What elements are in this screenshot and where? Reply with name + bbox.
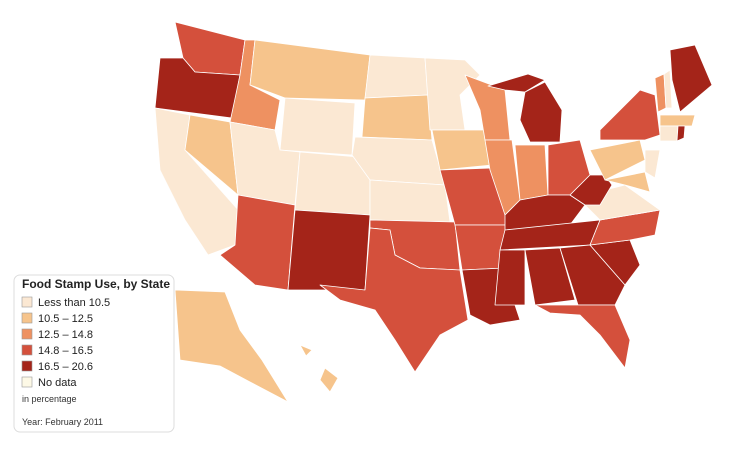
legend-swatch bbox=[21, 344, 33, 356]
state bbox=[287, 209, 371, 291]
state bbox=[299, 344, 313, 357]
legend-label: 10.5 – 12.5 bbox=[38, 313, 93, 325]
state bbox=[249, 39, 371, 101]
state bbox=[569, 174, 613, 206]
legend: Food Stamp Use, by State Less than 10.5 1… bbox=[13, 274, 175, 433]
year-note: Year: February 2011 bbox=[22, 417, 103, 427]
state bbox=[319, 227, 469, 373]
state bbox=[519, 81, 563, 143]
state bbox=[669, 44, 713, 113]
state bbox=[663, 69, 673, 109]
legend-swatch bbox=[21, 296, 33, 308]
state bbox=[174, 289, 289, 403]
state bbox=[364, 54, 429, 99]
legend-label: 16.5 – 20.6 bbox=[38, 361, 93, 373]
state bbox=[676, 125, 686, 142]
state bbox=[424, 57, 481, 131]
state bbox=[319, 367, 339, 393]
state bbox=[514, 144, 549, 201]
state bbox=[279, 97, 356, 156]
legend-title: Food Stamp Use, by State bbox=[22, 277, 170, 291]
state bbox=[487, 73, 546, 93]
state bbox=[494, 249, 526, 306]
state bbox=[369, 179, 451, 223]
legend-items: Less than 10.5 10.5 – 12.5 12.5 – 14.8 14.8… bbox=[21, 296, 110, 389]
legend-label: 12.5 – 14.8 bbox=[38, 329, 93, 341]
state bbox=[534, 304, 631, 369]
state bbox=[599, 89, 661, 141]
unit-note: in percentage bbox=[22, 394, 77, 404]
state bbox=[659, 114, 696, 127]
legend-label: No data bbox=[38, 377, 77, 389]
state bbox=[431, 129, 493, 171]
legend-label: Less than 10.5 bbox=[38, 297, 110, 309]
states bbox=[154, 21, 713, 403]
state bbox=[361, 94, 433, 141]
legend-swatch bbox=[21, 360, 33, 372]
legend-swatch bbox=[21, 312, 33, 324]
state bbox=[524, 247, 576, 306]
legend-swatch bbox=[21, 328, 33, 340]
state bbox=[219, 194, 296, 291]
state bbox=[559, 244, 626, 306]
legend-label: 14.8 – 16.5 bbox=[38, 345, 93, 357]
legend-swatch bbox=[21, 376, 33, 388]
state bbox=[659, 125, 679, 142]
legend-box bbox=[13, 274, 175, 433]
state bbox=[604, 171, 651, 193]
state bbox=[644, 149, 661, 179]
